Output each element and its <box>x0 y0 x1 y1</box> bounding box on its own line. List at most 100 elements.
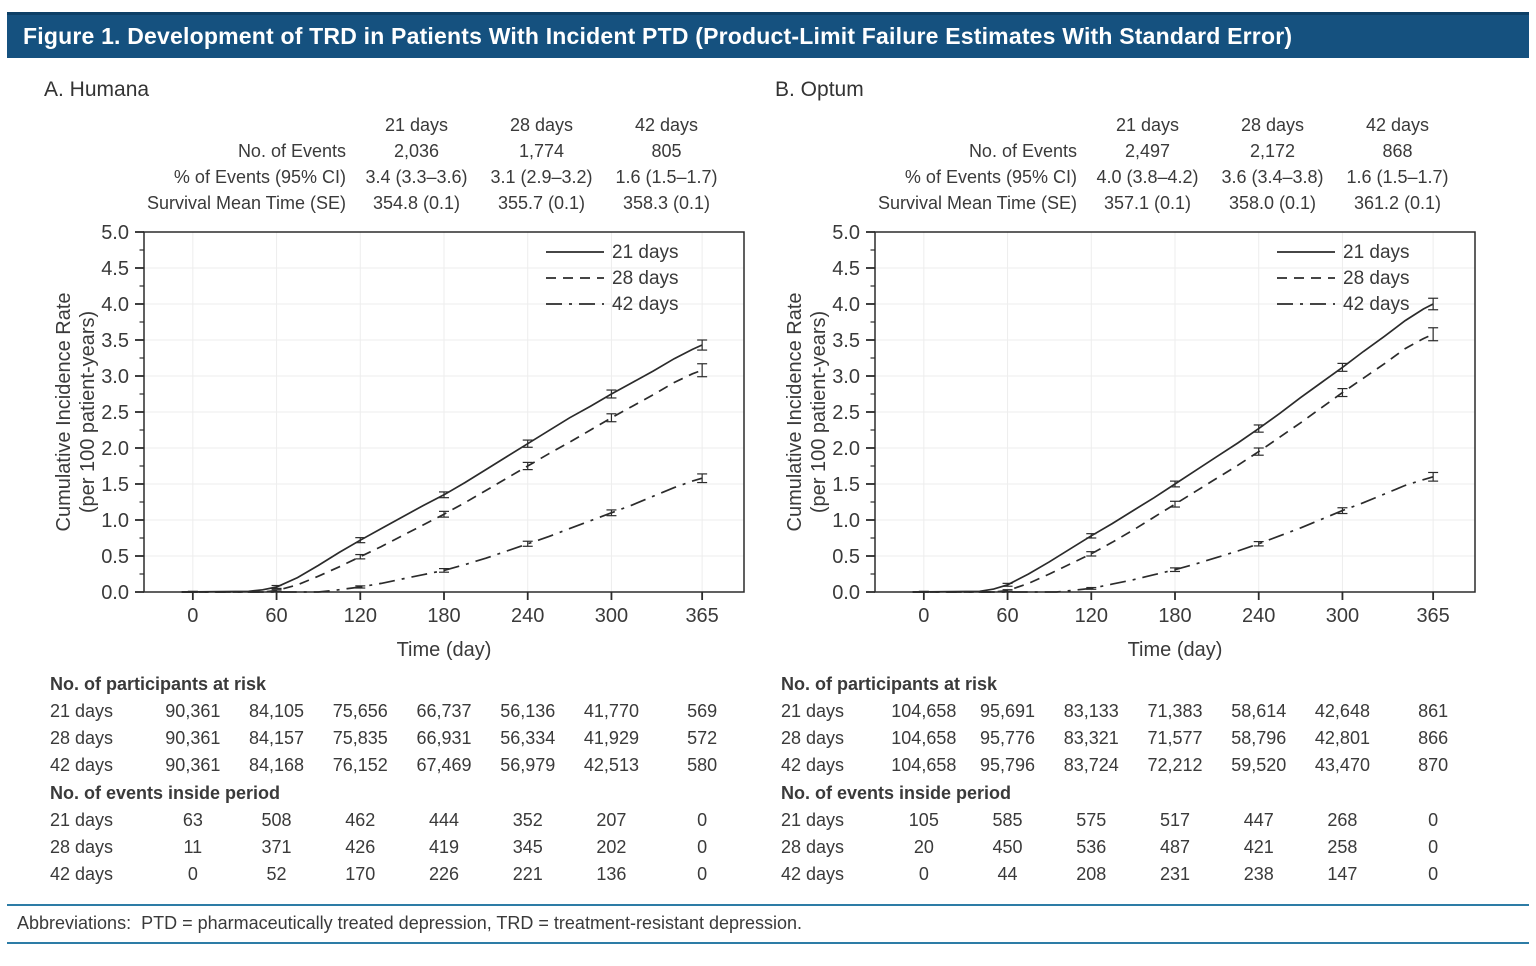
risk-value: 66,931 <box>416 728 472 748</box>
y-tick-label: 2.0 <box>832 438 860 460</box>
y-tick-label: 2.0 <box>101 438 129 460</box>
risk-value: 345 <box>512 837 543 857</box>
series-21-days <box>181 344 703 593</box>
risk-value: 0 <box>918 864 929 884</box>
risk-value: 84,168 <box>249 755 305 775</box>
stats-row-label: Survival Mean Time (SE) <box>146 192 346 213</box>
x-tick-label: 60 <box>996 605 1018 627</box>
y-tick-label: 0.5 <box>101 546 129 568</box>
y-axis-label: (per 100 patient-years) <box>808 311 830 513</box>
y-tick-label: 3.5 <box>832 330 860 352</box>
risk-value: 56,334 <box>500 728 556 748</box>
figure-title: Figure 1. Development of TRD in Patients… <box>23 23 1293 49</box>
table-row: 28 days 104,658 95,776 83,321 71,577 58,796 42… <box>775 725 1491 752</box>
y-tick-label: 0.0 <box>832 582 860 604</box>
row-label: 28 days <box>50 728 114 748</box>
risk-value: 95,796 <box>980 755 1036 775</box>
plot-border <box>874 231 1476 593</box>
risk-value: 536 <box>1076 837 1107 857</box>
x-tick-label: 0 <box>187 605 198 627</box>
stats-row: No. of Events 2,497 2,172 868 <box>803 138 1506 164</box>
risk-value: 258 <box>1327 837 1358 857</box>
risk-value: 268 <box>1327 810 1358 830</box>
stats-row-label: Survival Mean Time (SE) <box>877 192 1077 213</box>
risk-value: 52 <box>266 864 287 884</box>
risk-value: 569 <box>687 701 718 721</box>
risk-value: 59,520 <box>1231 755 1287 775</box>
row-label: 42 days <box>781 864 845 884</box>
stats-value: 3.6 (3.4–3.8) <box>1221 166 1324 187</box>
risk-value: 43,470 <box>1314 755 1370 775</box>
figure-footnote: Abbreviations: PTD = pharmaceutically tr… <box>7 904 1529 944</box>
risk-value: 42,648 <box>1314 701 1370 721</box>
row-label: 28 days <box>50 837 114 857</box>
stats-row: Survival Mean Time (SE) 357.1 (0.1) 358.0 … <box>803 190 1506 216</box>
stats-row-label: No. of Events <box>968 140 1077 161</box>
y-tick-label: 4.0 <box>101 294 129 316</box>
table-row: 21 days 105 585 575 517 447 268 0 <box>775 807 1491 834</box>
risk-value: 20 <box>913 837 934 857</box>
table-row: 42 days 0 44 208 231 238 147 0 <box>775 861 1491 888</box>
risk-value: 450 <box>992 837 1023 857</box>
stats-header-row: 21 days 28 days 42 days <box>72 112 775 138</box>
risk-value: 58,796 <box>1231 728 1287 748</box>
stats-value: 3.4 (3.3–3.6) <box>365 166 468 187</box>
x-tick-label: 240 <box>1242 605 1275 627</box>
events-inside-period-header: No. of events inside period <box>50 783 281 803</box>
risk-value: 861 <box>1418 701 1449 721</box>
risk-value: 75,656 <box>332 701 388 721</box>
y-tick-label: 3.0 <box>832 366 860 388</box>
risk-value: 508 <box>261 810 292 830</box>
stats-row-label: No. of Events <box>237 140 346 161</box>
table-row: 21 days 63 508 462 444 352 207 0 <box>44 807 760 834</box>
stats-row: No. of Events 2,036 1,774 805 <box>72 138 775 164</box>
panel-optum-risk-tables: No. of participants at risk 21 days 104,65… <box>775 670 1491 888</box>
risk-value: 575 <box>1076 810 1107 830</box>
risk-value: 84,105 <box>249 701 305 721</box>
stats-value: 42 days <box>1365 114 1430 135</box>
x-tick-label: 180 <box>1158 605 1191 627</box>
row-label: 42 days <box>50 864 114 884</box>
panel-optum-chart: 0.0 0.5 1.0 1.5 2.0 2.5 3.0 3.5 4.0 4.5 5.0 0 60 120 1… <box>784 222 1476 661</box>
series-42-days <box>912 475 1434 593</box>
stats-value: 28 days <box>509 114 574 135</box>
y-tick-label: 1.0 <box>832 510 860 532</box>
x-tick-label: 365 <box>1416 605 1449 627</box>
panel-humana-label: A. Humana <box>44 78 150 101</box>
participants-at-risk-header: No. of participants at risk <box>50 674 267 694</box>
y-tick-label: 4.0 <box>832 294 860 316</box>
risk-value: 421 <box>1243 837 1274 857</box>
stats-value: 3.1 (2.9–3.2) <box>490 166 593 187</box>
risk-value: 866 <box>1418 728 1449 748</box>
x-tick-label: 300 <box>595 605 628 627</box>
y-tick-label: 3.0 <box>101 366 129 388</box>
row-label: 21 days <box>50 810 114 830</box>
legend-label: 42 days <box>1343 294 1410 315</box>
table-row: 28 days 90,361 84,157 75,835 66,931 56,334 41,… <box>44 725 760 752</box>
table-row: 42 days 104,658 95,796 83,724 72,212 59,520 43… <box>775 752 1491 779</box>
series-21-days <box>912 303 1434 593</box>
risk-value: 238 <box>1243 864 1274 884</box>
risk-value: 426 <box>345 837 376 857</box>
risk-value: 104,658 <box>891 701 957 721</box>
risk-value: 419 <box>428 837 460 857</box>
risk-value: 147 <box>1327 864 1358 884</box>
risk-value: 0 <box>697 810 708 830</box>
x-tick-label: 60 <box>265 605 287 627</box>
stats-header-row: 21 days 28 days 42 days <box>803 112 1506 138</box>
y-tick-label: 4.5 <box>832 258 860 280</box>
x-tick-label: 300 <box>1326 605 1359 627</box>
y-tick-label: 4.5 <box>101 258 129 280</box>
risk-value: 202 <box>596 837 627 857</box>
legend-label: 42 days <box>612 294 679 315</box>
series-28-days <box>912 333 1434 593</box>
risk-value: 136 <box>596 864 627 884</box>
risk-value: 63 <box>182 810 203 830</box>
stats-value: 28 days <box>1240 114 1305 135</box>
stats-row-label: % of Events (95% CI) <box>173 166 346 187</box>
series-28-days <box>181 369 703 593</box>
risk-value: 447 <box>1243 810 1274 830</box>
x-tick-label: 120 <box>1075 605 1108 627</box>
panel-humana-stats-table: 21 days 28 days 42 days No. of Events 2,036 1… <box>72 112 775 216</box>
panel-optum: B. Optum 21 days 28 days 42 days No. of Eve… <box>775 70 1506 888</box>
